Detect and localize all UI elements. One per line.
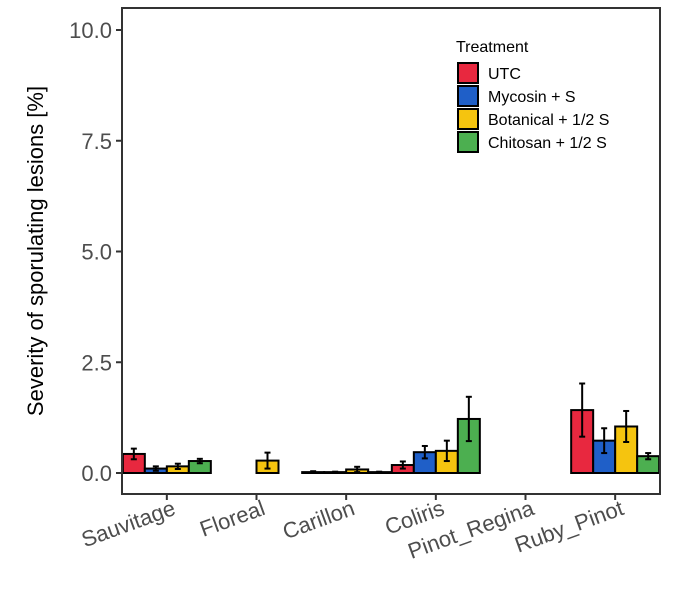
x-tick-label: Sauvitage bbox=[78, 495, 179, 552]
legend-swatch bbox=[457, 85, 479, 107]
x-axis-ticks: Sauvitage Floreal Carillon ColirisPinot_Reg… bbox=[78, 494, 627, 564]
y-axis-title: Severity of sporulating lesions [%] bbox=[23, 86, 48, 416]
x-tick-label: Carillon bbox=[279, 495, 358, 544]
legend-label: UTC bbox=[488, 66, 521, 83]
legend-swatch bbox=[457, 131, 479, 153]
y-tick-label: 0.0 bbox=[81, 461, 112, 486]
legend-title: Treatment bbox=[456, 39, 529, 56]
y-tick-label: 2.5 bbox=[81, 350, 112, 375]
y-tick-label: 5.0 bbox=[81, 240, 112, 265]
bars-layer bbox=[121, 409, 661, 475]
legend-swatch bbox=[457, 62, 479, 84]
legend-label: Chitosan + 1/2 S bbox=[488, 135, 607, 152]
legend-swatch bbox=[457, 108, 479, 130]
legend-label: Mycosin + S bbox=[488, 89, 576, 106]
plot-panel-border bbox=[121, 7, 661, 495]
y-tick-label: 7.5 bbox=[81, 129, 112, 154]
y-tick-label: 10.0 bbox=[69, 18, 112, 43]
y-axis-ticks: 0.0 2.5 5.0 7.5 10.0 bbox=[69, 18, 122, 486]
legend: Treatment UTC Mycosin + S Botanical + 1/2 … bbox=[456, 39, 609, 153]
legend-label: Botanical + 1/2 S bbox=[488, 112, 609, 129]
x-tick-label: Floreal bbox=[196, 495, 268, 541]
error-bars-layer bbox=[130, 382, 652, 474]
